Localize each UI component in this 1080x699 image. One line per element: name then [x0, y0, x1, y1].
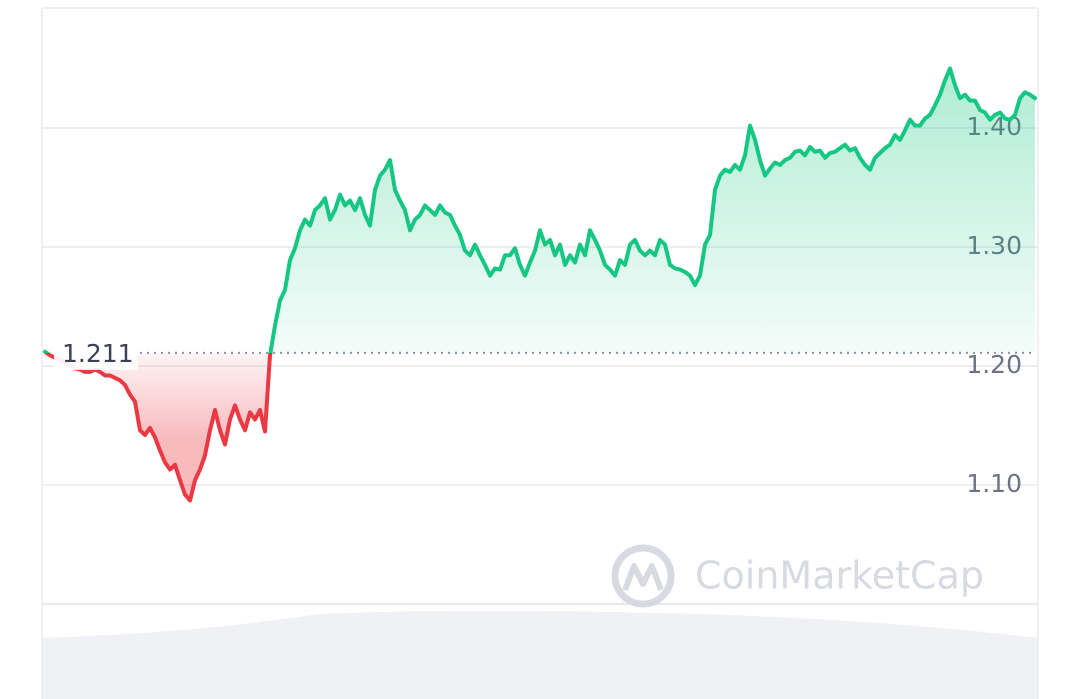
- area-fill: [45, 68, 1035, 501]
- baseline-label-bg: [54, 335, 138, 370]
- watermark-logo: [611, 544, 675, 608]
- volume-area: [43, 611, 1037, 699]
- watermark-logo-mark: [622, 563, 664, 592]
- price-line: [43, 66, 1037, 503]
- y-tick-label: 1.20: [966, 350, 1022, 379]
- watermark-text: CoinMarketCap: [695, 554, 984, 598]
- watermark: CoinMarketCap: [611, 544, 984, 608]
- y-tick-label: 1.10: [966, 469, 1022, 498]
- baseline-label: 1.211: [62, 339, 134, 368]
